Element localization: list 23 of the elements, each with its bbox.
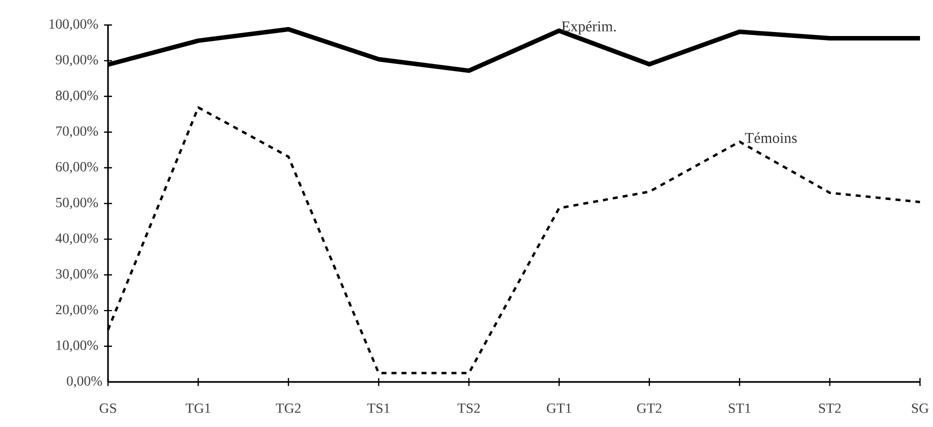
series-label: Expérim. xyxy=(562,20,616,35)
y-tick-label: 40,00% xyxy=(56,233,98,245)
x-tick-label: GT1 xyxy=(546,404,572,413)
y-tick-label: 80,00% xyxy=(56,90,98,102)
y-tick-label: 90,00% xyxy=(56,54,98,66)
y-tick-label: 100,00% xyxy=(50,19,98,31)
y-tick-label: 0,00% xyxy=(66,376,102,388)
y-tick-label: 10,00% xyxy=(56,340,98,352)
series-label: Témoins xyxy=(745,132,797,144)
y-tick-label: 20,00% xyxy=(56,304,98,316)
y-tick-label: 60,00% xyxy=(56,162,98,174)
x-tick-label: TS2 xyxy=(457,404,480,413)
x-tick-label: TS1 xyxy=(367,404,390,413)
y-tick-label: 30,00% xyxy=(56,269,98,281)
x-tick-label: TG2 xyxy=(276,404,301,413)
x-tick-label: ST1 xyxy=(728,404,750,413)
x-tick-label: TG1 xyxy=(186,404,210,413)
x-tick-label: ST2 xyxy=(819,404,841,413)
y-tick-label: 50,00% xyxy=(56,198,98,210)
x-tick-label: GS xyxy=(100,404,116,413)
y-tick-label: 70,00% xyxy=(56,126,98,138)
x-tick-label: GT2 xyxy=(637,404,662,413)
x-tick-label: SG xyxy=(912,404,929,413)
